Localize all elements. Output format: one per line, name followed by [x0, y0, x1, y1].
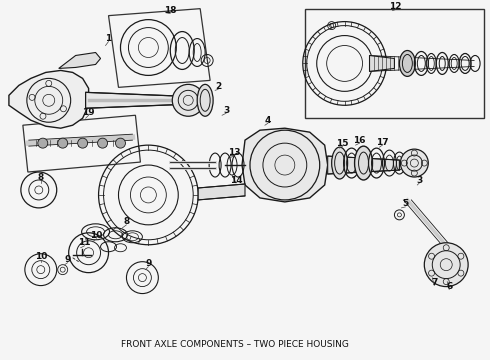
Text: 11: 11	[78, 238, 91, 247]
Polygon shape	[242, 128, 328, 202]
Ellipse shape	[197, 84, 213, 116]
Text: 6: 6	[446, 282, 452, 291]
Polygon shape	[328, 156, 399, 174]
Circle shape	[98, 138, 107, 148]
Polygon shape	[198, 184, 245, 200]
Text: 16: 16	[353, 136, 366, 145]
Text: 15: 15	[336, 139, 349, 148]
Text: 13: 13	[228, 148, 240, 157]
Text: 4: 4	[265, 116, 271, 125]
Text: 8: 8	[123, 217, 129, 226]
Text: 17: 17	[376, 138, 389, 147]
Ellipse shape	[399, 50, 416, 76]
Text: 5: 5	[402, 199, 409, 208]
Text: 9: 9	[145, 259, 151, 268]
Bar	[305, 9, 484, 118]
Text: 18: 18	[164, 6, 176, 15]
Circle shape	[77, 138, 88, 148]
Polygon shape	[86, 92, 185, 108]
Text: FRONT AXLE COMPONENTS – TWO PIECE HOUSING: FRONT AXLE COMPONENTS – TWO PIECE HOUSIN…	[122, 340, 349, 349]
Text: 9: 9	[65, 255, 71, 264]
Circle shape	[172, 84, 204, 116]
Circle shape	[424, 243, 468, 287]
Polygon shape	[59, 53, 100, 68]
Polygon shape	[9, 71, 89, 128]
Polygon shape	[369, 55, 394, 71]
Text: 10: 10	[90, 231, 103, 240]
Circle shape	[58, 138, 68, 148]
Ellipse shape	[355, 146, 372, 180]
Text: 2: 2	[215, 82, 221, 91]
Text: 14: 14	[230, 176, 243, 185]
Text: 12: 12	[389, 2, 402, 11]
Text: 3: 3	[416, 176, 422, 185]
Text: 10: 10	[35, 252, 47, 261]
Text: 19: 19	[82, 108, 95, 117]
Circle shape	[400, 149, 428, 177]
Circle shape	[116, 138, 125, 148]
Text: 7: 7	[431, 278, 438, 287]
Text: 8: 8	[38, 172, 44, 181]
Text: 3: 3	[223, 106, 229, 115]
Ellipse shape	[332, 147, 347, 179]
Circle shape	[38, 138, 48, 148]
Text: 1: 1	[105, 34, 112, 43]
